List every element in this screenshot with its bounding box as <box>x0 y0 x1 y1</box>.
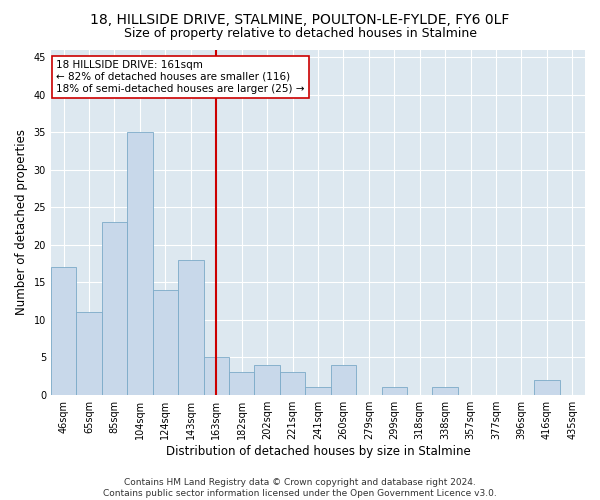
Bar <box>76 312 102 394</box>
Bar <box>203 357 229 395</box>
Bar <box>382 387 407 394</box>
Bar <box>305 387 331 394</box>
X-axis label: Distribution of detached houses by size in Stalmine: Distribution of detached houses by size … <box>166 444 470 458</box>
Text: Contains HM Land Registry data © Crown copyright and database right 2024.
Contai: Contains HM Land Registry data © Crown c… <box>103 478 497 498</box>
Bar <box>254 364 280 394</box>
Bar <box>229 372 254 394</box>
Text: 18 HILLSIDE DRIVE: 161sqm
← 82% of detached houses are smaller (116)
18% of semi: 18 HILLSIDE DRIVE: 161sqm ← 82% of detac… <box>56 60 305 94</box>
Bar <box>127 132 152 394</box>
Bar <box>331 364 356 394</box>
Bar <box>178 260 203 394</box>
Bar <box>152 290 178 395</box>
Bar <box>534 380 560 394</box>
Bar <box>102 222 127 394</box>
Text: Size of property relative to detached houses in Stalmine: Size of property relative to detached ho… <box>124 28 476 40</box>
Bar <box>280 372 305 394</box>
Bar <box>51 268 76 394</box>
Text: 18, HILLSIDE DRIVE, STALMINE, POULTON-LE-FYLDE, FY6 0LF: 18, HILLSIDE DRIVE, STALMINE, POULTON-LE… <box>91 12 509 26</box>
Y-axis label: Number of detached properties: Number of detached properties <box>15 130 28 316</box>
Bar <box>433 387 458 394</box>
